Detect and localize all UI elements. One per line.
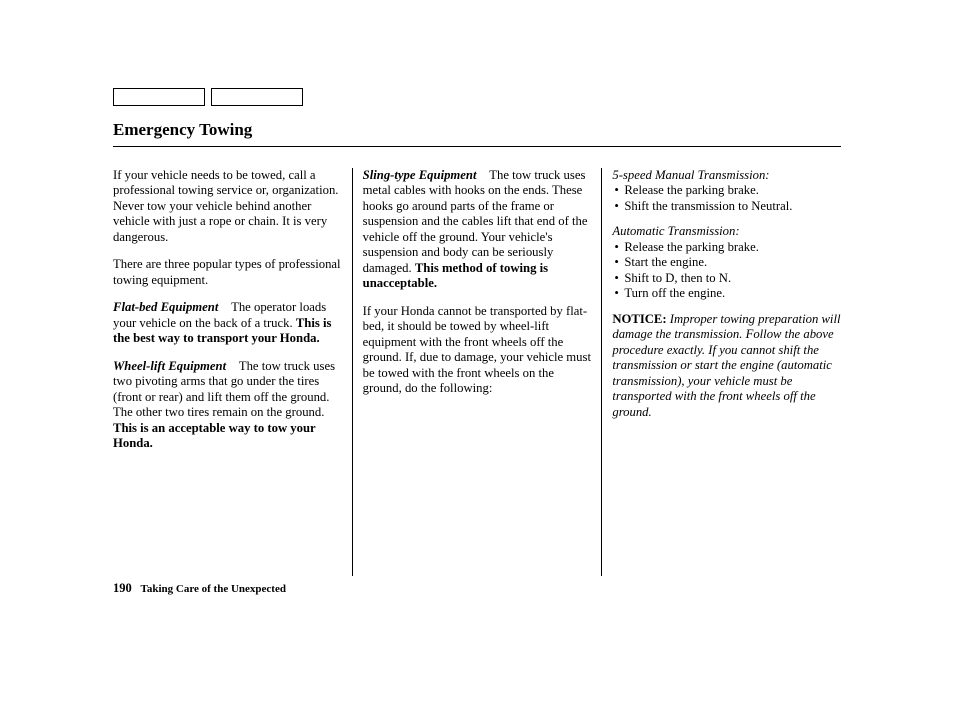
notice-para: NOTICE: Improper towing preparation will… [612,312,841,420]
col2-sling: Sling-type Equipment The tow truck uses … [363,168,592,292]
page-number: 190 [113,581,132,595]
title-block: Emergency Towing [113,120,841,147]
flatbed-label: Flat-bed Equipment [113,300,218,314]
column-3: 5-speed Manual Transmission: Release the… [601,168,841,576]
page-footer: 190 Taking Care of the Unexpected [113,581,286,596]
column-2: Sling-type Equipment The tow truck uses … [352,168,602,576]
wheel-label: Wheel-lift Equipment [113,359,226,373]
col1-p2: There are three popular types of profess… [113,257,342,288]
column-1: If your vehicle needs to be towed, call … [113,168,352,576]
list-item: Turn off the engine. [612,286,841,301]
col1-wheel: Wheel-lift Equipment The tow truck uses … [113,359,342,452]
list-item: Release the parking brake. [612,240,841,255]
tab-box-right [211,88,303,106]
manual-trans-block: 5-speed Manual Transmission: Release the… [612,168,841,214]
wheel-bold: This is an acceptable way to tow your Ho… [113,421,315,450]
auto-heading: Automatic Transmission: [612,224,841,239]
sling-body: The tow truck uses metal cables with hoo… [363,168,588,275]
notice-body: Improper towing preparation will damage … [612,312,840,419]
auto-list: Release the parking brake. Start the eng… [612,240,841,302]
col1-flatbed: Flat-bed Equipment The operator loads yo… [113,300,342,346]
col2-p2: If your Honda cannot be transported by f… [363,304,592,397]
list-item: Start the engine. [612,255,841,270]
notice-label: NOTICE: [612,312,666,326]
manual-list: Release the parking brake. Shift the tra… [612,183,841,214]
list-item: Release the parking brake. [612,183,841,198]
manual-page: { "header": { "title": "Emergency Towing… [0,0,954,710]
auto-trans-block: Automatic Transmission: Release the park… [612,224,841,301]
sling-label: Sling-type Equipment [363,168,477,182]
tab-box-left [113,88,205,106]
title-rule [113,146,841,147]
page-title: Emergency Towing [113,120,841,144]
list-item: Shift to D, then to N. [612,271,841,286]
manual-heading: 5-speed Manual Transmission: [612,168,841,183]
list-item: Shift the transmission to Neutral. [612,199,841,214]
footer-section: Taking Care of the Unexpected [141,583,286,595]
content-columns: If your vehicle needs to be towed, call … [113,168,841,576]
col1-p1: If your vehicle needs to be towed, call … [113,168,342,245]
header-tabs [113,88,303,106]
